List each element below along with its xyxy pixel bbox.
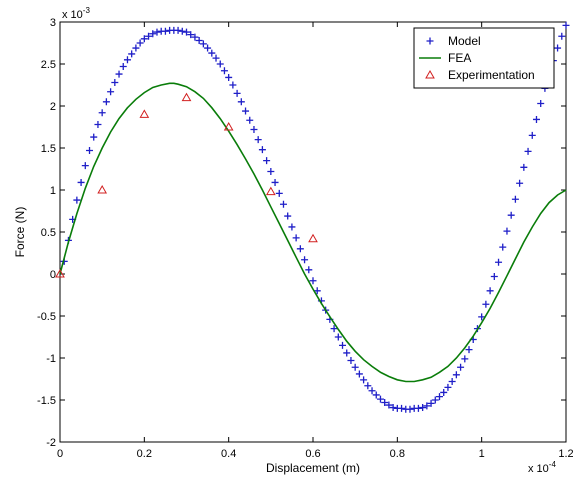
y-tick-label: -0.5 <box>37 311 56 323</box>
x-tick-label: 0.8 <box>390 448 405 460</box>
y-exponent-label: x 10-3 <box>62 6 90 21</box>
y-tick-label: 2 <box>50 101 56 113</box>
y-tick-label: -2 <box>46 437 56 449</box>
y-tick-label: 3 <box>50 17 56 29</box>
x-tick-label: 0.4 <box>221 448 236 460</box>
y-axis-label: Force (N) <box>13 207 27 258</box>
y-tick-label: 0 <box>50 269 56 281</box>
x-exponent-label-power: -4 <box>549 460 557 469</box>
x-exponent-label: x 10-4 <box>528 460 556 475</box>
x-tick-label: 1 <box>479 448 485 460</box>
y-tick-label: -1.5 <box>37 395 56 407</box>
x-tick-label: 0 <box>57 448 63 460</box>
y-tick-label: 0.5 <box>41 227 56 239</box>
x-tick-label: 0.6 <box>305 448 320 460</box>
x-tick-label: 1.2 <box>558 448 573 460</box>
y-exponent-label-power: -3 <box>83 6 91 15</box>
y-tick-label: 1 <box>50 185 56 197</box>
x-axis-label: Displacement (m) <box>266 461 360 475</box>
legend-label: Experimentation <box>448 68 535 82</box>
legend-label: Model <box>448 34 481 48</box>
y-exponent-label-base: x 10 <box>62 9 83 21</box>
y-tick-label: -1 <box>46 353 56 365</box>
legend: Model FEA Experimentation <box>414 28 554 88</box>
y-tick-label: 1.5 <box>41 143 56 155</box>
legend-label: FEA <box>448 51 471 65</box>
x-tick-label: 0.2 <box>137 448 152 460</box>
y-tick-label: 2.5 <box>41 59 56 71</box>
x-exponent-label-base: x 10 <box>528 463 549 475</box>
